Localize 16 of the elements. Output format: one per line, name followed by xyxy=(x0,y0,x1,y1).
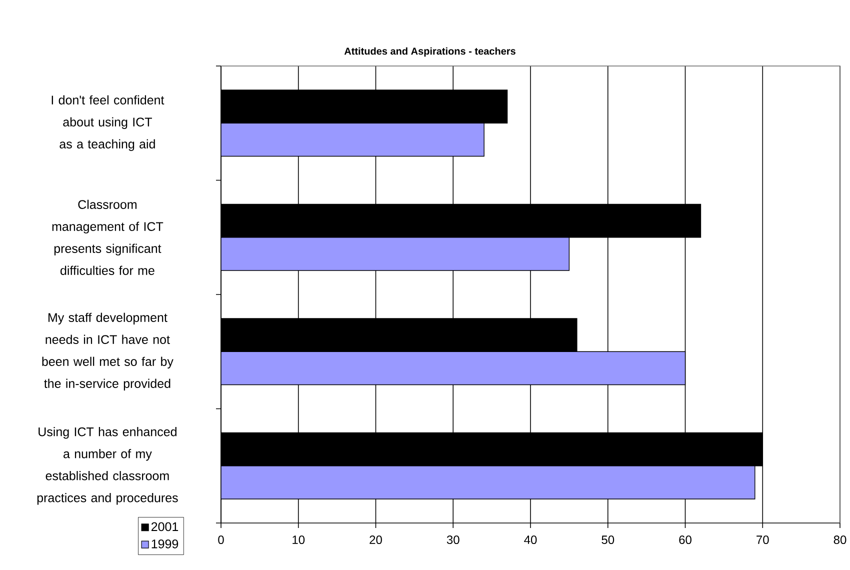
y-tick-label: Using ICT has enhanced a number of my established classroom practices and procedures xyxy=(37,427,178,505)
y-tick-label: Classroom management of ICT presents significant difficulties for me xyxy=(52,200,164,275)
x-tick-label: 70 xyxy=(756,536,769,544)
x-tick-label: 50 xyxy=(602,536,614,544)
x-tick-label: 30 xyxy=(446,536,460,544)
y-tick-label: I don't feel confident about using ICT as a teaching aid xyxy=(52,95,164,151)
y-tick-label: My staff development needs in ICT have not been well met so far by the in-service provided xyxy=(42,312,174,390)
x-tick-label: 60 xyxy=(679,536,692,544)
x-tick-label: 10 xyxy=(292,536,305,544)
x-tick-label: 20 xyxy=(370,536,382,544)
legend-label: 2001 xyxy=(151,522,178,532)
chart-title: Attitudes and Aspirations - teachers xyxy=(344,47,516,57)
x-tick-label: 0 xyxy=(218,536,224,544)
legend-label: 1999 xyxy=(152,540,178,548)
x-tick-label: 40 xyxy=(524,536,537,544)
x-tick-label: 80 xyxy=(834,536,846,544)
